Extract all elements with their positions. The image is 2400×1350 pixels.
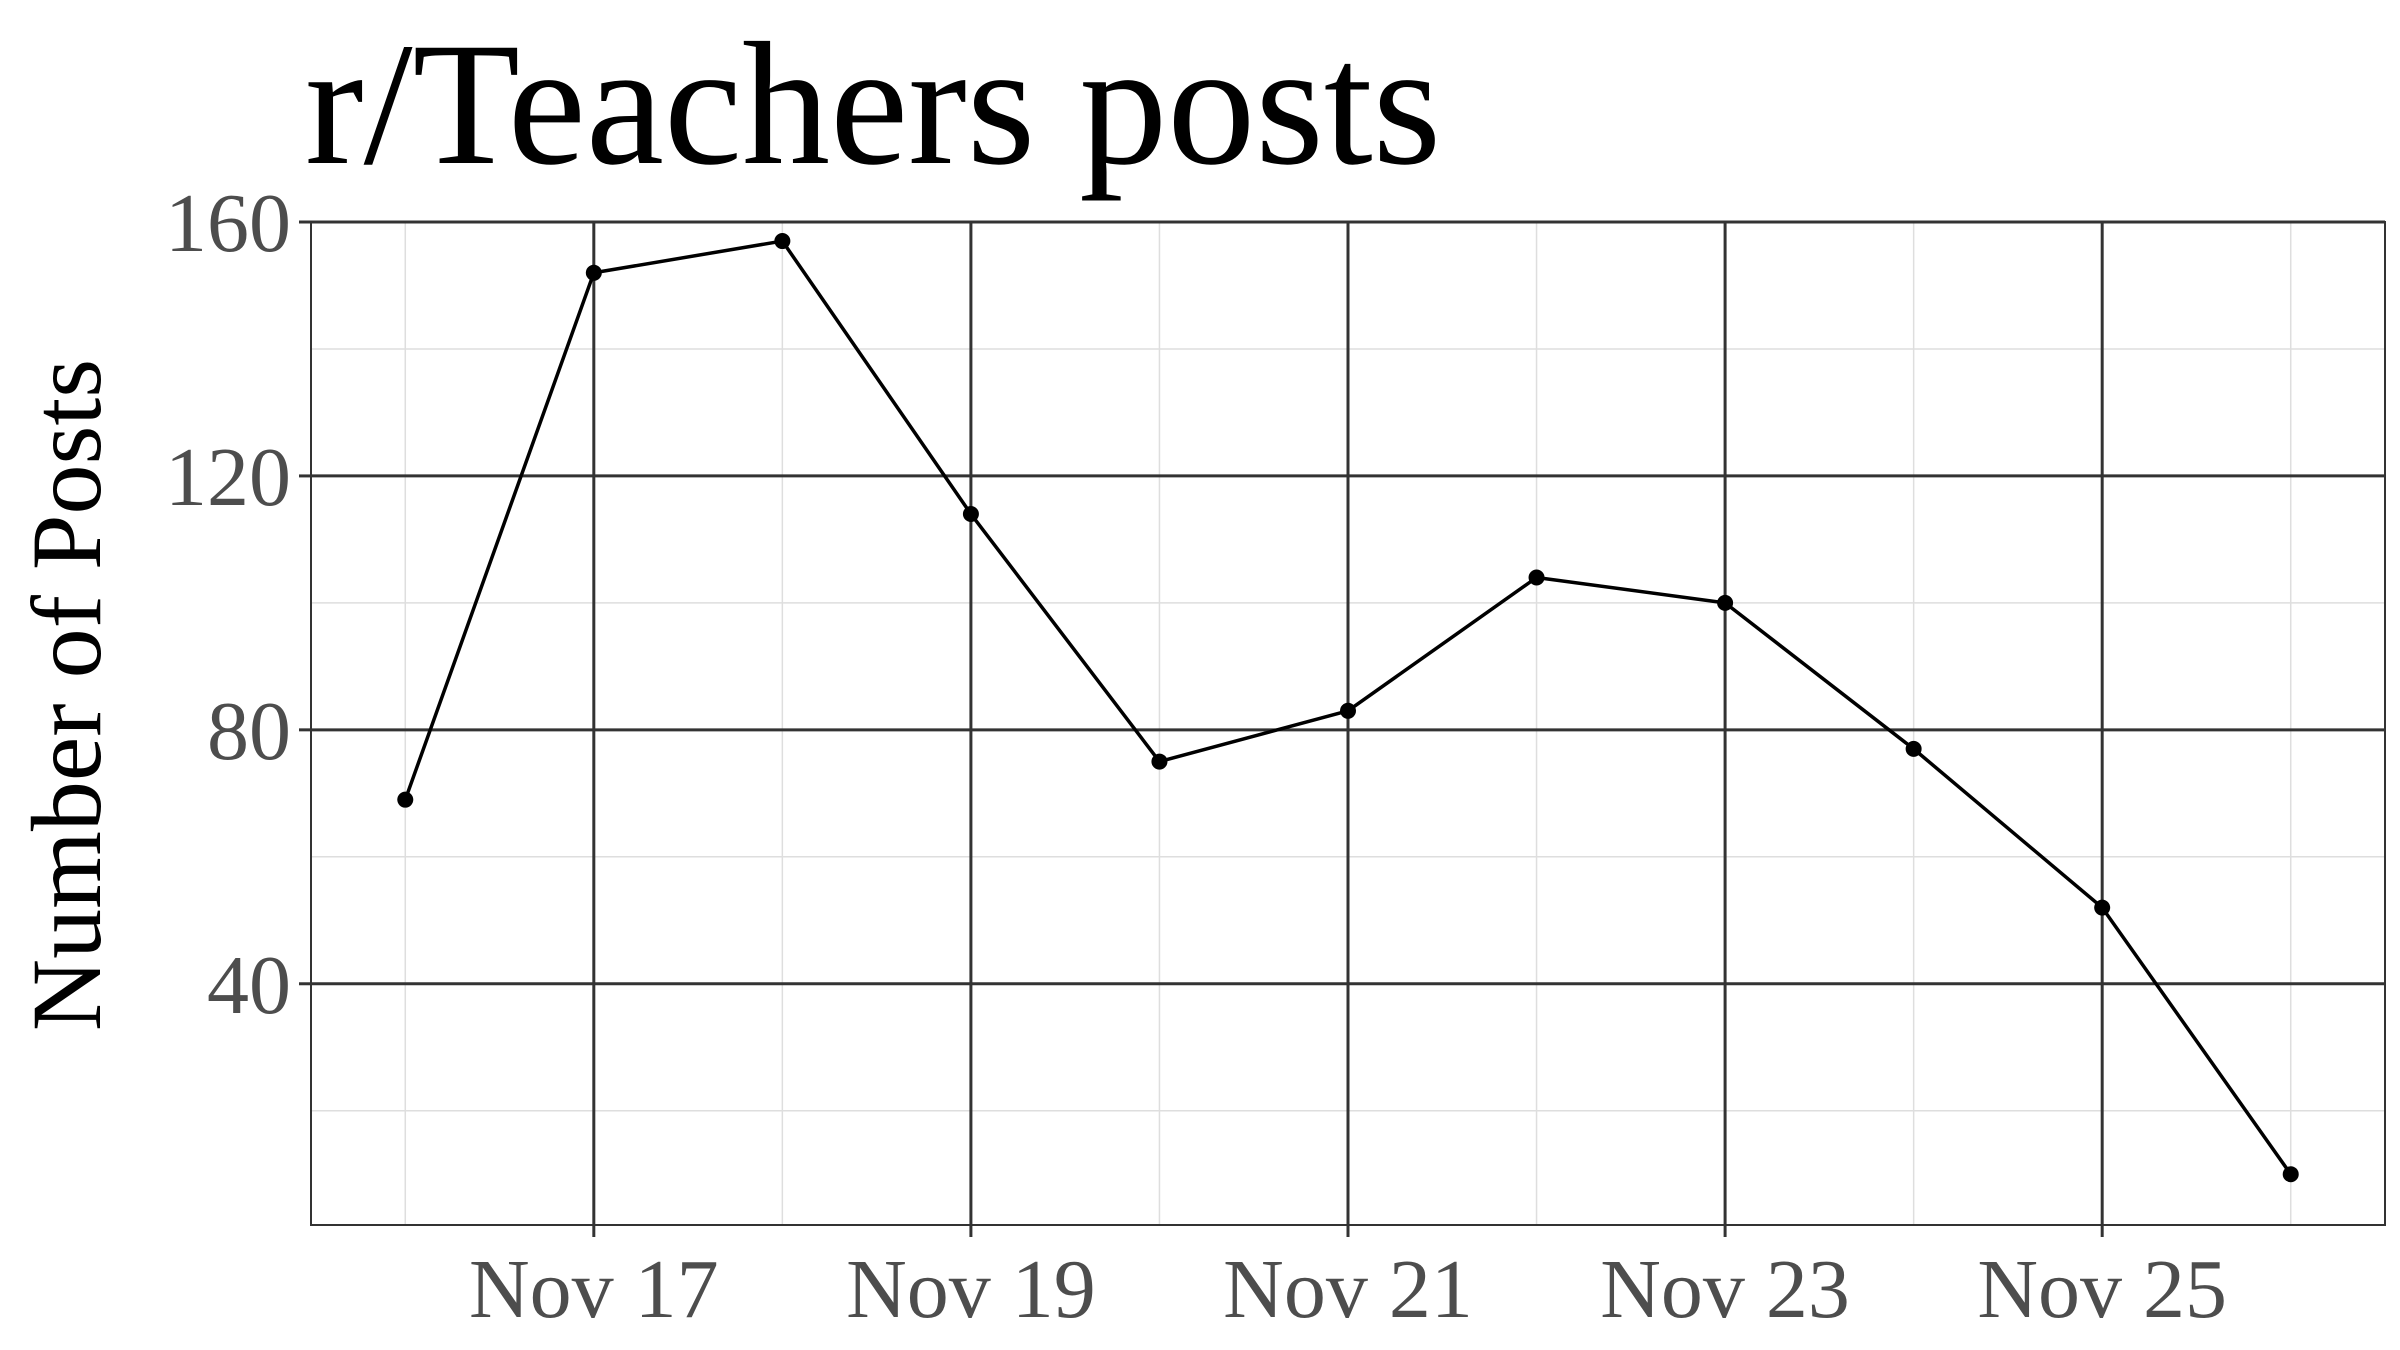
- y-tick-label: 120: [165, 431, 291, 524]
- x-tick-label: Nov 25: [1977, 1243, 2227, 1336]
- data-point: [962, 506, 979, 523]
- data-point: [1151, 753, 1168, 770]
- data-point: [1340, 702, 1356, 719]
- major-gridlines: [311, 220, 2385, 1225]
- y-tick-label: 40: [207, 939, 291, 1032]
- data-point: [1905, 740, 1922, 757]
- data-points: [397, 233, 2299, 1183]
- y-axis-title: Number of Posts: [11, 359, 122, 1031]
- x-tick-label: Nov 23: [1600, 1243, 1850, 1336]
- data-point: [2282, 1166, 2299, 1183]
- y-tick-label: 80: [207, 685, 291, 778]
- x-tick-label: Nov 17: [469, 1243, 719, 1336]
- chart-title: r/Teachers posts: [305, 7, 1441, 202]
- data-point: [1528, 569, 1545, 586]
- data-point: [2094, 899, 2111, 916]
- y-tick-label: 160: [165, 177, 291, 270]
- x-tick-label: Nov 21: [1223, 1243, 1473, 1336]
- data-point: [585, 264, 602, 281]
- panel-border: [310, 221, 2386, 1226]
- y-axis-ticks: [299, 220, 311, 986]
- y-axis-tick-labels: 40 80 120 160: [165, 177, 291, 1032]
- data-point: [1717, 594, 1734, 611]
- x-tick-label: Nov 19: [846, 1243, 1096, 1336]
- x-axis-ticks: [592, 1225, 2104, 1237]
- data-point: [397, 791, 414, 808]
- x-axis-tick-labels: Nov 17 Nov 19 Nov 21 Nov 23 Nov 25: [469, 1243, 2227, 1336]
- data-point: [774, 233, 791, 250]
